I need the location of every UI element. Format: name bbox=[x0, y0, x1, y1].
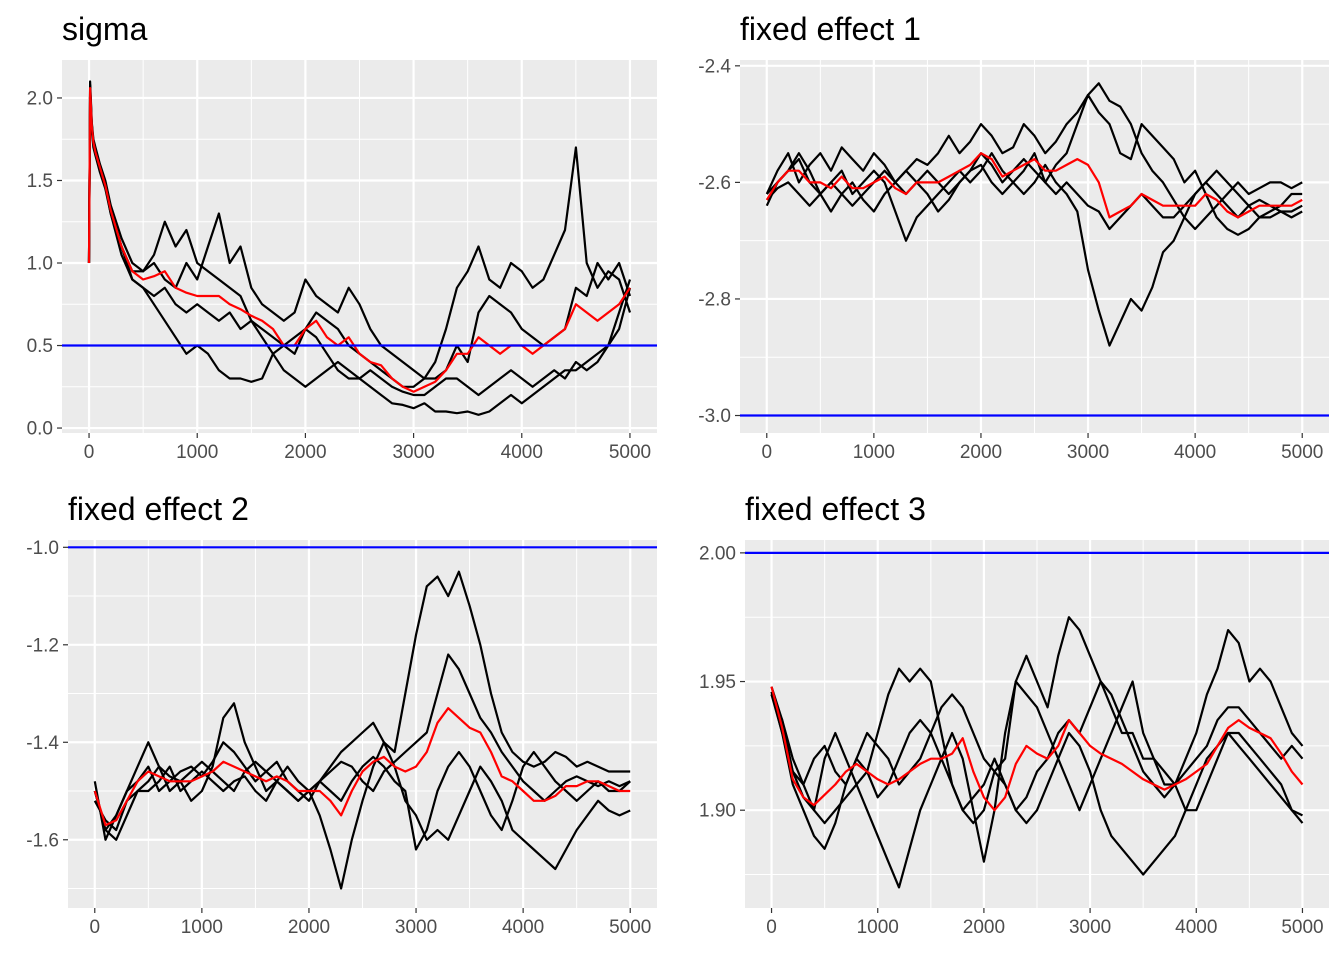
y-tick-label: 1.95 bbox=[699, 672, 736, 693]
y-tick-label: -1.6 bbox=[26, 830, 59, 851]
chain-trace-line bbox=[765, 93, 1303, 236]
x-tick-label: 5000 bbox=[1281, 917, 1323, 938]
y-tick-label: 0.0 bbox=[27, 419, 53, 440]
mean-trace-line bbox=[770, 686, 1304, 812]
y-tick-label: 1.90 bbox=[699, 801, 736, 822]
mean-trace-line bbox=[93, 707, 631, 827]
y-tick-label: 2.00 bbox=[699, 543, 736, 564]
y-tick-label: 1.0 bbox=[27, 254, 53, 275]
y-tick-label: -1.0 bbox=[26, 538, 59, 559]
y-tick-label: -2.6 bbox=[698, 173, 731, 194]
y-tick-label: -2.8 bbox=[698, 289, 731, 310]
x-tick-label: 4000 bbox=[502, 917, 544, 938]
x-tick-label: 0 bbox=[89, 917, 100, 938]
chain-trace-line bbox=[770, 616, 1304, 889]
x-tick-label: 0 bbox=[84, 442, 95, 463]
chain-trace-line bbox=[87, 83, 632, 397]
y-tick-label: 1.5 bbox=[27, 171, 53, 192]
chain-trace-line bbox=[87, 80, 632, 388]
x-tick-label: 0 bbox=[761, 442, 772, 463]
x-tick-label: 0 bbox=[766, 917, 777, 938]
panel-title: fixed effect 2 bbox=[68, 491, 249, 527]
panel-title: sigma bbox=[62, 11, 148, 47]
y-tick-label: -1.2 bbox=[26, 635, 59, 656]
x-tick-label: 2000 bbox=[288, 917, 330, 938]
panel-fixed-effect-3: fixed effect 3 0 1000 2000 3000 4000 5000 1.90… bbox=[699, 491, 1329, 938]
x-tick-label: 5000 bbox=[609, 442, 651, 463]
panel-sigma: sigma 0 1000 2000 3000 4000 5000 0.0 0.5 1.0 1.5 2… bbox=[27, 11, 657, 463]
chain-trace-line bbox=[93, 750, 631, 851]
x-tick-label: 5000 bbox=[1281, 442, 1323, 463]
mean-trace-line bbox=[87, 86, 631, 393]
panel-fixed-effect-1: fixed effect 1 0 1000 2000 3000 4000 5000 -3.0… bbox=[698, 11, 1329, 463]
panel-title: fixed effect 1 bbox=[740, 11, 921, 47]
x-tick-label: 1000 bbox=[853, 442, 895, 463]
x-tick-label: 3000 bbox=[395, 917, 437, 938]
x-tick-label: 1000 bbox=[176, 442, 218, 463]
y-tick-label: -2.4 bbox=[698, 56, 731, 77]
y-tick-label: -1.4 bbox=[26, 733, 59, 754]
x-tick-label: 2000 bbox=[960, 442, 1002, 463]
mean-trace-line bbox=[765, 152, 1303, 219]
x-tick-label: 1000 bbox=[857, 917, 899, 938]
x-tick-label: 5000 bbox=[609, 917, 651, 938]
x-tick-label: 4000 bbox=[1174, 442, 1216, 463]
x-tick-label: 2000 bbox=[963, 917, 1005, 938]
x-tick-label: 4000 bbox=[1175, 917, 1217, 938]
y-tick-label: -3.0 bbox=[698, 406, 731, 427]
chain-trace-line bbox=[770, 680, 1304, 812]
x-tick-label: 3000 bbox=[1067, 442, 1109, 463]
x-tick-label: 1000 bbox=[181, 917, 223, 938]
chain-trace-line bbox=[770, 628, 1304, 825]
panel-title: fixed effect 3 bbox=[745, 491, 926, 527]
x-tick-label: 3000 bbox=[1069, 917, 1111, 938]
panel-fixed-effect-2: fixed effect 2 0 1000 2000 3000 4000 5000 -1.6… bbox=[26, 491, 657, 938]
chain-trace-line bbox=[93, 653, 631, 832]
y-tick-label: 0.5 bbox=[27, 336, 53, 357]
x-tick-label: 4000 bbox=[501, 442, 543, 463]
x-tick-label: 2000 bbox=[284, 442, 326, 463]
x-tick-label: 3000 bbox=[392, 442, 434, 463]
y-tick-label: 2.0 bbox=[27, 88, 53, 109]
